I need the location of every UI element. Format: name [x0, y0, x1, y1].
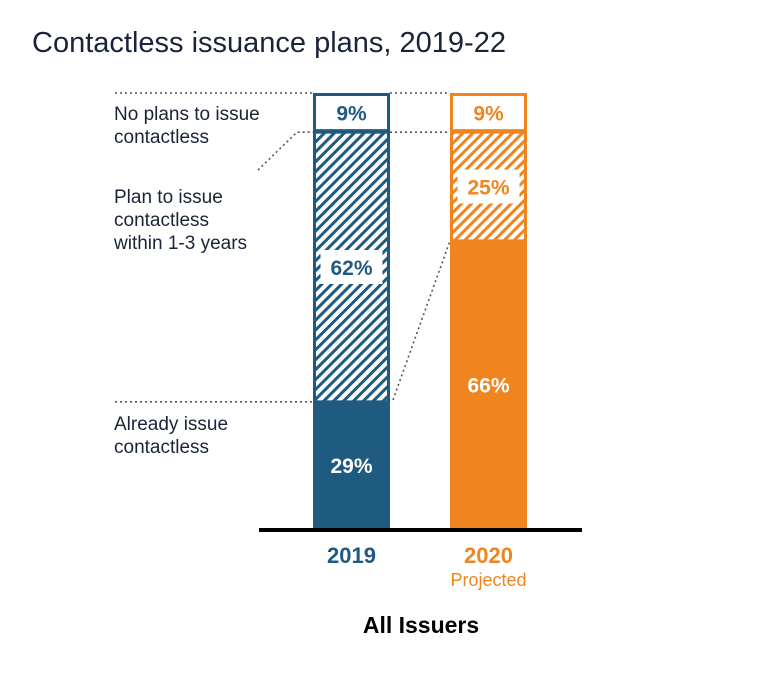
- legend-line: contactless: [114, 210, 209, 231]
- legend-entry-0: No plans to issue contactless: [114, 104, 260, 148]
- bar-segment-2019-2: [313, 93, 390, 133]
- bar-segment-2020-0: [450, 240, 527, 528]
- label-bg-2020-1: [457, 169, 520, 204]
- category-subtitle-2020: Projected: [450, 570, 526, 590]
- x-axis-label: All Issuers: [363, 612, 479, 638]
- connector-legend-plan: [257, 131, 313, 171]
- bar-segment-2019-0: [313, 401, 390, 528]
- connector-lines: [115, 92, 451, 403]
- legend-line: Plan to issue: [114, 187, 223, 208]
- value-label-2020-0: 66%: [467, 374, 509, 397]
- connector-bars-already: [392, 240, 451, 401]
- value-label-2019-0: 29%: [330, 455, 372, 478]
- label-bg-2019-1: [320, 250, 383, 284]
- value-label-2020-2: 9%: [473, 103, 504, 126]
- value-label-2019-2: 9%: [336, 103, 367, 126]
- legend-line: Already issue: [114, 414, 228, 435]
- value-label-2019-1: 62%: [330, 257, 372, 280]
- category-label-2019: 2019: [327, 543, 376, 568]
- legend-line: contactless: [114, 437, 209, 458]
- chart-title: Contactless issuance plans, 2019-22: [32, 27, 506, 59]
- category-label-2020: 2020: [464, 543, 513, 568]
- legend-line: contactless: [114, 127, 209, 148]
- value-label-2020-1: 25%: [467, 177, 509, 200]
- legend-line: within 1-3 years: [113, 233, 247, 254]
- bar-segment-2020-2: [450, 93, 527, 133]
- legend-line: No plans to issue: [114, 104, 260, 125]
- bar-stacks: 29% 62% 9% 66% 25% 9%: [313, 93, 527, 528]
- legend-entry-1: Plan to issue contactless within 1-3 years: [113, 187, 247, 254]
- legend-entry-2: Already issue contactless: [114, 414, 228, 458]
